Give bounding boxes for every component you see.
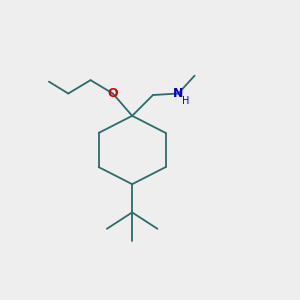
Text: N: N	[173, 87, 183, 100]
Text: O: O	[107, 87, 118, 100]
Text: H: H	[182, 96, 189, 106]
